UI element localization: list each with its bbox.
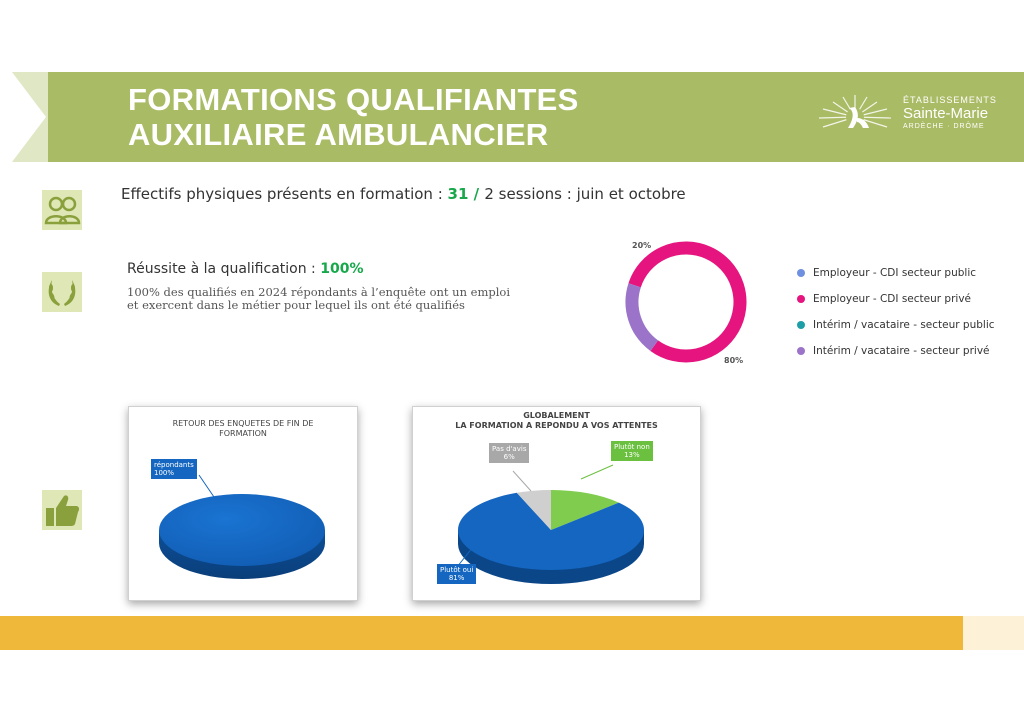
pie1-title-line-1: RETOUR DES ENQUETES DE FIN DE — [172, 419, 314, 428]
donut-label-20: 20% — [632, 241, 651, 250]
pie2-title-line-1: GLOBALEMENT — [523, 411, 590, 420]
laurel-wreath-icon — [42, 272, 82, 312]
reussite-line: Réussite à la qualification : 100% — [127, 261, 363, 277]
donut-label-80: 80% — [724, 356, 743, 365]
effectifs-slash: / — [468, 185, 485, 203]
pie2-leader-no — [580, 464, 614, 480]
pie2-neutral-value: 6% — [503, 453, 515, 461]
pie-card-satisfaction: GLOBALEMENT LA FORMATION A REPONDU A VOS… — [412, 406, 701, 601]
reussite-description: 100% des qualifiés en 2024 répondants à … — [127, 286, 547, 312]
pie2-chart — [456, 464, 644, 584]
effectifs-line: Effectifs physiques présents en formatio… — [121, 185, 686, 203]
people-icon — [42, 190, 82, 230]
pie1-callout: répondants 100% — [151, 459, 197, 479]
logo-text-2: Sainte-Marie — [903, 105, 989, 122]
legend-dot-icon — [797, 347, 805, 355]
company-logo: ÉTABLISSEMENTS Sainte-Marie ARDÈCHE · DR… — [815, 92, 1005, 144]
pie1-callout-label: répondants — [154, 461, 194, 469]
pie1-title: RETOUR DES ENQUETES DE FIN DE FORMATION — [129, 419, 357, 439]
legend-label: Intérim / vacataire - secteur public — [813, 319, 995, 331]
pie2-slice-2 — [551, 490, 619, 530]
sunburst-logo-icon — [818, 95, 892, 128]
legend-item-3: Intérim / vacataire - secteur privé — [797, 338, 995, 364]
thumbs-up-icon — [42, 490, 82, 530]
donut-slice-3 — [625, 283, 659, 351]
footer-bar — [0, 616, 963, 650]
chevron-decoration — [48, 72, 88, 162]
pie2-slice-0 — [457, 492, 644, 570]
page-title: FORMATIONS QUALIFIANTES AUXILIAIRE AMBUL… — [128, 82, 579, 152]
legend-label: Employeur - CDI secteur privé — [813, 293, 971, 305]
pie2-callout-yes: Plutôt oui 81% — [437, 564, 477, 584]
pie2-slice-1 — [516, 490, 551, 530]
desc-line-2: et exercent dans le métier pour lequel i… — [127, 298, 465, 312]
pie-card-responses: RETOUR DES ENQUETES DE FIN DE FORMATION … — [128, 406, 358, 601]
legend-label: Intérim / vacataire - secteur privé — [813, 345, 990, 357]
pie1-slice-respondants — [159, 494, 325, 566]
pie2-leader-yes — [456, 546, 474, 568]
title-line-2: AUXILIAIRE AMBULANCIER — [128, 117, 549, 152]
pie1-chart — [159, 494, 325, 579]
pie2-leader-neutral — [512, 470, 532, 492]
reussite-value: 100% — [320, 261, 364, 277]
desc-line-1: 100% des qualifiés en 2024 répondants à … — [127, 285, 510, 299]
pie1-title-line-2: FORMATION — [219, 429, 267, 438]
title-line-1: FORMATIONS QUALIFIANTES — [128, 82, 579, 117]
pie2-callout-neutral: Pas d'avis 6% — [489, 443, 530, 463]
legend-item-1: Employeur - CDI secteur privé — [797, 286, 995, 312]
legend-item-0: Employeur - CDI secteur public — [797, 260, 995, 286]
pie2-yes-label: Plutôt oui — [440, 566, 474, 574]
donut-slice-1 — [628, 241, 747, 363]
effectifs-label: Effectifs physiques présents en formatio… — [121, 185, 448, 203]
pie2-title: GLOBALEMENT LA FORMATION A REPONDU A VOS… — [413, 411, 700, 431]
footer-bar-end — [963, 616, 1024, 650]
legend-dot-icon — [797, 295, 805, 303]
legend-dot-icon — [797, 269, 805, 277]
logo-text-3: ARDÈCHE · DRÔME — [903, 123, 985, 130]
pie2-neutral-label: Pas d'avis — [492, 445, 527, 453]
pie2-yes-value: 81% — [448, 574, 465, 582]
legend-dot-icon — [797, 321, 805, 329]
reussite-label: Réussite à la qualification : — [127, 261, 321, 277]
pie2-no-label: Plutôt non — [614, 443, 650, 451]
pie2-title-line-2: LA FORMATION A REPONDU A VOS ATTENTES — [455, 421, 658, 430]
logo-text-1: ÉTABLISSEMENTS — [903, 95, 997, 105]
pie1-callout-value: 100% — [154, 469, 175, 477]
effectifs-sessions: 2 sessions : juin et octobre — [484, 185, 686, 203]
pie2-callout-no: Plutôt non 13% — [611, 441, 653, 461]
donut-chart: 80% 20% — [625, 241, 747, 365]
effectifs-value: 31 — [447, 185, 469, 203]
legend-item-2: Intérim / vacataire - secteur public — [797, 312, 995, 338]
pie2-no-value: 13% — [624, 451, 640, 459]
donut-legend: Employeur - CDI secteur public Employeur … — [797, 260, 995, 364]
legend-label: Employeur - CDI secteur public — [813, 267, 977, 279]
